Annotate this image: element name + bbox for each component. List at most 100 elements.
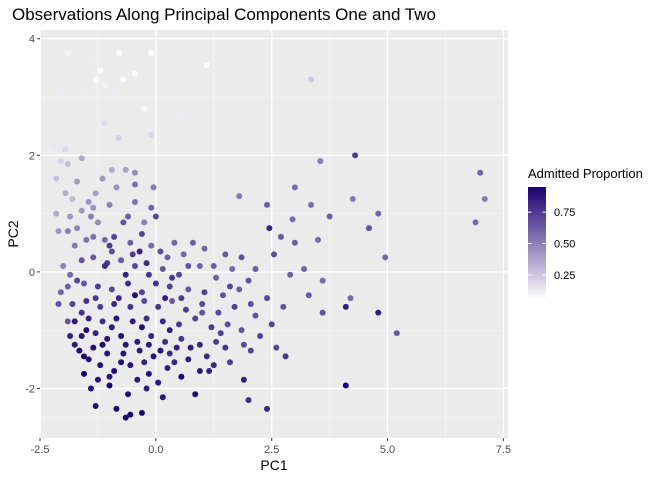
data-point — [69, 196, 76, 203]
data-point — [122, 166, 129, 173]
data-point — [171, 239, 178, 246]
data-point — [342, 382, 349, 389]
data-point — [375, 309, 382, 316]
data-point — [375, 210, 382, 217]
data-point — [111, 300, 118, 307]
data-point — [57, 88, 64, 95]
data-point — [201, 289, 208, 296]
data-point — [101, 236, 108, 243]
data-point — [247, 347, 254, 354]
data-point — [264, 295, 271, 302]
data-point — [231, 303, 238, 310]
data-point — [247, 300, 254, 307]
data-point — [477, 169, 484, 176]
data-point — [178, 295, 185, 302]
data-point — [199, 300, 206, 307]
data-point — [169, 298, 176, 305]
data-point — [120, 219, 127, 226]
y-tick-label: 2 — [29, 150, 35, 162]
data-point — [122, 414, 129, 421]
data-point — [134, 338, 141, 345]
data-point — [280, 303, 287, 310]
data-point — [127, 362, 134, 369]
data-point — [257, 333, 264, 339]
data-point — [111, 88, 118, 95]
data-point — [185, 356, 192, 363]
data-point — [101, 82, 108, 89]
data-point — [148, 131, 155, 138]
data-point — [127, 239, 134, 246]
data-point — [143, 315, 150, 322]
data-point — [81, 280, 88, 287]
legend-colorbar — [528, 187, 546, 300]
legend-tick-label: 0.25 — [554, 270, 575, 282]
x-tick-label: 7.5 — [496, 444, 511, 456]
y-tick-label: 0 — [29, 267, 35, 279]
data-points — [50, 50, 488, 421]
data-point — [122, 271, 129, 278]
x-tick-label: 5.0 — [380, 444, 395, 456]
data-point — [305, 292, 312, 299]
data-point — [164, 365, 171, 372]
data-point — [64, 161, 71, 168]
data-point — [141, 219, 148, 226]
data-point — [308, 76, 315, 83]
data-point — [268, 321, 275, 328]
data-point — [87, 385, 94, 392]
data-point — [148, 50, 155, 57]
data-point — [159, 394, 166, 401]
data-point — [273, 344, 280, 351]
data-point — [71, 341, 78, 348]
data-point — [55, 228, 62, 235]
data-point — [222, 251, 229, 258]
data-point — [78, 333, 85, 339]
data-point — [113, 184, 120, 191]
data-point — [315, 236, 322, 243]
data-point — [203, 353, 210, 360]
data-point — [57, 158, 64, 165]
data-point — [106, 242, 113, 249]
data-point — [129, 251, 136, 258]
data-point — [347, 295, 354, 302]
data-point — [71, 242, 78, 249]
data-point — [196, 341, 203, 348]
data-point — [92, 402, 99, 409]
data-point — [64, 283, 71, 290]
data-point — [289, 216, 296, 223]
data-point — [74, 225, 81, 232]
data-point — [148, 242, 155, 249]
x-axis-ticks: -2.5 0.0 2.5 5.0 7.5 — [31, 438, 511, 456]
data-point — [178, 373, 185, 380]
data-point — [173, 344, 180, 351]
data-point — [57, 289, 64, 296]
data-point — [157, 347, 164, 354]
plot-panel — [40, 30, 508, 438]
data-point — [115, 50, 122, 57]
data-point — [81, 353, 88, 360]
data-point — [138, 289, 145, 296]
data-point — [164, 254, 171, 261]
data-point — [99, 341, 106, 348]
data-point — [199, 309, 206, 316]
data-point — [104, 335, 111, 342]
data-point — [106, 373, 113, 380]
data-point — [155, 379, 162, 386]
data-point — [236, 286, 243, 293]
data-point — [62, 190, 69, 197]
data-point — [141, 359, 148, 366]
data-point — [67, 213, 74, 220]
y-axis-title: PC2 — [5, 220, 21, 247]
data-point — [67, 271, 74, 278]
data-point — [155, 303, 162, 310]
legend-tick-label: 0.75 — [554, 207, 575, 219]
data-point — [192, 391, 199, 398]
data-point — [125, 391, 132, 398]
data-point — [118, 359, 125, 366]
data-point — [92, 295, 99, 302]
data-point — [264, 201, 271, 208]
data-point — [238, 327, 245, 334]
data-point — [217, 330, 224, 337]
data-point — [108, 324, 115, 331]
data-point — [178, 111, 185, 118]
data-point — [152, 280, 159, 287]
